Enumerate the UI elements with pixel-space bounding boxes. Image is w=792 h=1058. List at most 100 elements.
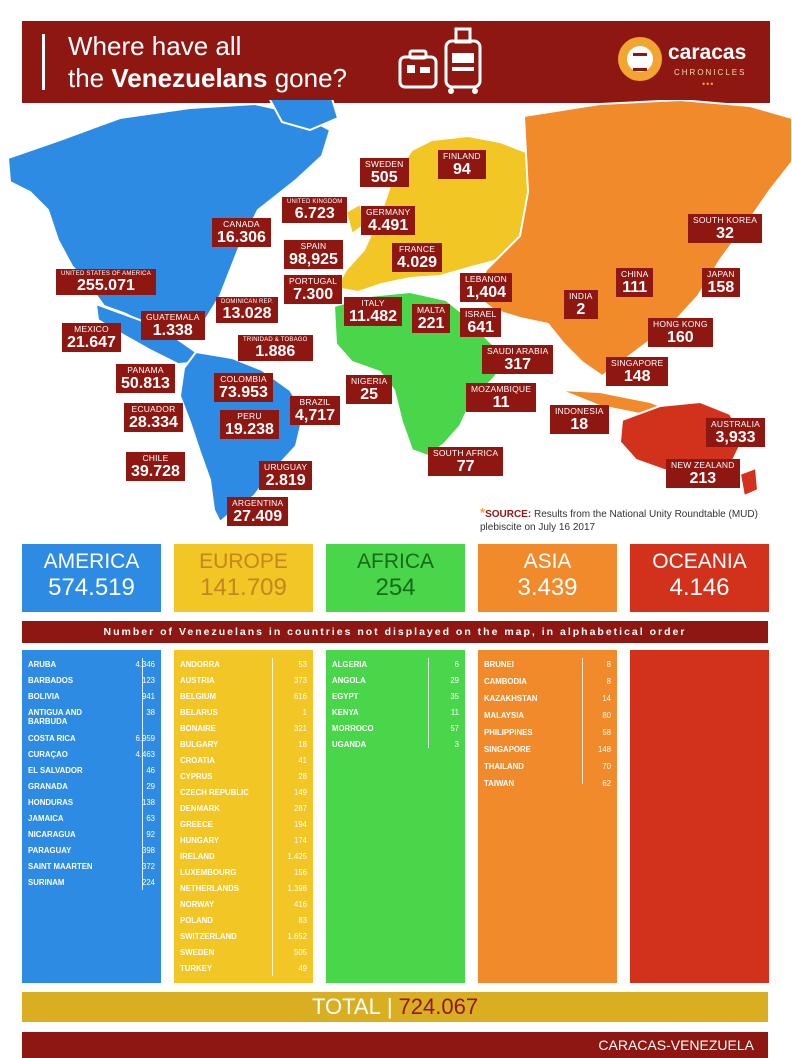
title-post: gone? bbox=[274, 63, 348, 93]
label-india: INDIA 2 bbox=[564, 290, 598, 319]
country-name: EGYPT bbox=[332, 692, 359, 701]
country-count: 194 bbox=[293, 820, 307, 829]
country-name: AUSTRIA bbox=[180, 676, 215, 685]
country-name: MALAYSIA bbox=[484, 711, 525, 720]
country-count: 92 bbox=[146, 830, 155, 839]
source-text: Results from the National Unity Roundtab… bbox=[480, 509, 758, 533]
country-count: 1.398 bbox=[287, 884, 307, 893]
country-count: 53 bbox=[298, 660, 307, 669]
country-name: GREECE bbox=[180, 820, 213, 829]
suitcase-icon bbox=[398, 27, 482, 94]
footer: CARACAS-VENEZUELA bbox=[22, 1032, 768, 1058]
caracas-chronicles-icon bbox=[618, 37, 662, 81]
country-count: 29 bbox=[450, 676, 459, 685]
list-asia: BRUNEI 8 CAMBODIA 8 KAZAKHSTAN 14 MALAYSIA 80 PH… bbox=[478, 650, 617, 983]
label-peru: PERU 19.238 bbox=[220, 410, 279, 439]
country-count: 11 bbox=[450, 708, 459, 717]
country-name: DENMARK bbox=[180, 804, 220, 813]
country-count: 18 bbox=[298, 740, 307, 749]
country-name: ANGOLA bbox=[332, 676, 366, 685]
country-count: 58 bbox=[602, 728, 611, 737]
total-separator: | bbox=[386, 994, 393, 1019]
country-count: 148 bbox=[597, 745, 611, 754]
country-name: TURKEY bbox=[180, 964, 213, 973]
country-count: 28 bbox=[298, 772, 307, 781]
country-name: POLAND bbox=[180, 916, 213, 925]
label-japan: JAPAN 158 bbox=[702, 268, 740, 297]
country-count: 149 bbox=[293, 788, 307, 797]
label-panama: PANAMA 50.813 bbox=[116, 364, 175, 393]
country-name: SAINT MAARTEN bbox=[28, 862, 93, 871]
country-name: ARUBA bbox=[28, 660, 57, 669]
label-new-zealand: NEW ZEALAND 213 bbox=[666, 459, 740, 488]
title-line-1: Where have all bbox=[68, 31, 242, 61]
label-united-kingdom: UNITED KINGDOM 6.723 bbox=[282, 197, 348, 223]
country-name: SWITZERLAND bbox=[180, 932, 237, 941]
label-trinidad-tobago: TRINIDAD & TOBAGO 1.886 bbox=[238, 335, 313, 361]
country-count: 29 bbox=[146, 782, 155, 791]
country-name: IRELAND bbox=[180, 852, 215, 861]
label-saudi-arabia: SAUDI ARABIA 317 bbox=[482, 345, 554, 374]
country-count: 8 bbox=[606, 660, 611, 669]
label-finland: FINLAND 94 bbox=[438, 150, 486, 179]
country-count: 941 bbox=[141, 692, 155, 701]
source-label: SOURCE: bbox=[485, 509, 532, 520]
country-name: KENYA bbox=[332, 708, 359, 717]
total-value: 724.067 bbox=[398, 994, 479, 1019]
total-label: TOTAL bbox=[311, 994, 381, 1019]
country-count: 6.959 bbox=[135, 734, 155, 743]
country-name: PHILIPPINES bbox=[484, 728, 533, 737]
country-name: CYPRUS bbox=[180, 772, 213, 781]
brand-sub: CHRONICLES bbox=[674, 68, 747, 77]
label-ecuador: ECUADOR 28.334 bbox=[124, 403, 183, 432]
country-count: 398 bbox=[141, 846, 155, 855]
country-name: CROATIA bbox=[180, 756, 215, 765]
total-america: AMERICA 574.519 bbox=[22, 544, 161, 612]
country-count: 321 bbox=[293, 724, 307, 733]
list-oceania bbox=[630, 650, 769, 983]
label-china: CHINA 111 bbox=[616, 268, 654, 297]
country-name: CAMBODIA bbox=[484, 677, 527, 686]
asterisk-icon: * bbox=[480, 505, 486, 520]
label-mozambique: MOZAMBIQUE 11 bbox=[466, 383, 537, 412]
country-name: CURAÇAO bbox=[28, 750, 68, 759]
country-count: 83 bbox=[298, 916, 307, 925]
country-count: 1 bbox=[302, 708, 307, 717]
country-name: COSTA RICA bbox=[28, 734, 76, 743]
country-count: 6 bbox=[454, 660, 459, 669]
label-dominican-rep: DOMINICAN REP. 13.028 bbox=[216, 297, 279, 323]
country-name: MORROCO bbox=[332, 724, 374, 733]
list-europe: ANDORRA 53 AUSTRIA 373 BELGIUM 616 BELARUS 1 BON… bbox=[174, 650, 313, 983]
source-note: *SOURCE: Results from the National Unity… bbox=[480, 506, 780, 534]
title-pre: the bbox=[68, 63, 105, 93]
brand-dots: ••• bbox=[702, 79, 715, 89]
country-name: ALGERIA bbox=[332, 660, 368, 669]
label-sweden: SWEDEN 505 bbox=[360, 158, 409, 187]
total-africa: AFRICA 254 bbox=[326, 544, 465, 612]
label-colombia: COLOMBIA 73.953 bbox=[214, 373, 273, 402]
list-africa: ALGERIA 6 ANGOLA 29 EGYPT 35 KENYA 11 MORROCO 57 U… bbox=[326, 650, 465, 983]
country-name: KAZAKHSTAN bbox=[484, 694, 538, 703]
label-brazil: BRAZIL 4,717 bbox=[290, 396, 341, 425]
country-count: 41 bbox=[298, 756, 307, 765]
label-france: FRANCE 4.029 bbox=[392, 243, 443, 272]
country-count: 372 bbox=[141, 862, 155, 871]
country-name: BULGARY bbox=[180, 740, 219, 749]
country-count: 3 bbox=[454, 740, 459, 749]
country-name: SURINAM bbox=[28, 878, 65, 887]
country-name: BRUNEI bbox=[484, 660, 514, 669]
label-canada: CANADA 16.306 bbox=[212, 218, 271, 247]
country-name: CZECH REPUBLIC bbox=[180, 788, 249, 797]
country-count: 62 bbox=[602, 779, 611, 788]
country-count: 138 bbox=[141, 798, 155, 807]
list-heading: Number of Venezuelans in countries not d… bbox=[22, 621, 768, 643]
country-name: BOLIVIA bbox=[28, 692, 60, 701]
country-name: ANDORRA bbox=[180, 660, 220, 669]
country-count: 373 bbox=[293, 676, 307, 685]
country-count: 49 bbox=[298, 964, 307, 973]
country-name: BONAIRE bbox=[180, 724, 216, 733]
label-chile: CHILE 39.728 bbox=[126, 452, 185, 481]
country-name: SWEDEN bbox=[180, 948, 215, 957]
country-name: HUNGARY bbox=[180, 836, 220, 845]
country-name: PARAGUAY bbox=[28, 846, 72, 855]
